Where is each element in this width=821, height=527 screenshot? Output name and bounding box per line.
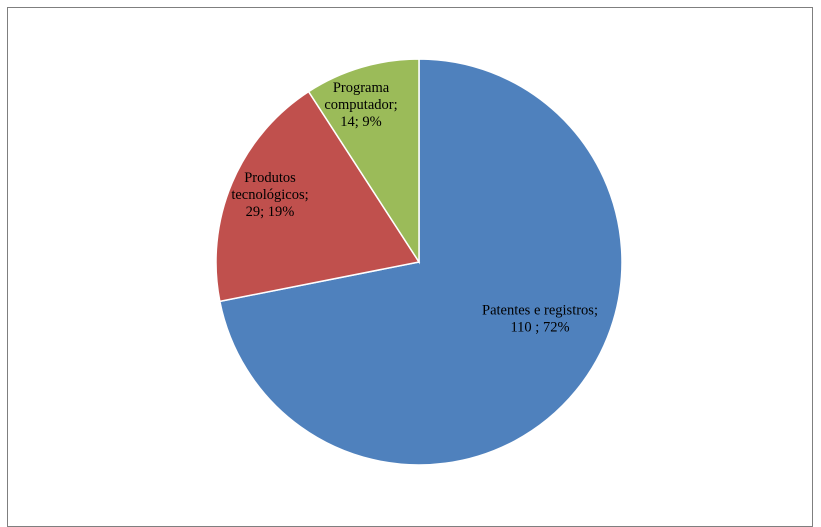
slice-label-line: 29; 19% [246,204,295,220]
pie-chart: Patentes e registros; 110 ; 72% Produtos te… [215,58,623,466]
slice-label-line: 14; 9% [340,114,381,130]
slice-label-patentes-e-registros: Patentes e registros; 110 ; 72% [482,303,598,336]
slice-label-line: computador; [324,97,397,113]
slice-label-line: Patentes e registros; [482,303,598,319]
slice-label-line: Produtos [244,170,296,186]
slice-label-line: Programa [333,80,390,96]
pie-slice-produtos-tecnológicos [215,90,421,303]
slice-label-programa-computador: Programa computador; 14; 9% [324,80,397,130]
pie-slice-patentes-e-registros [218,58,623,466]
slice-label-produtos-tecnológicos: Produtos tecnológicos; 29; 19% [231,170,308,220]
pie-slice-programa-computador [307,58,420,265]
slice-label-line: tecnológicos; [231,187,308,203]
slice-label-line: 110 ; 72% [510,320,569,336]
